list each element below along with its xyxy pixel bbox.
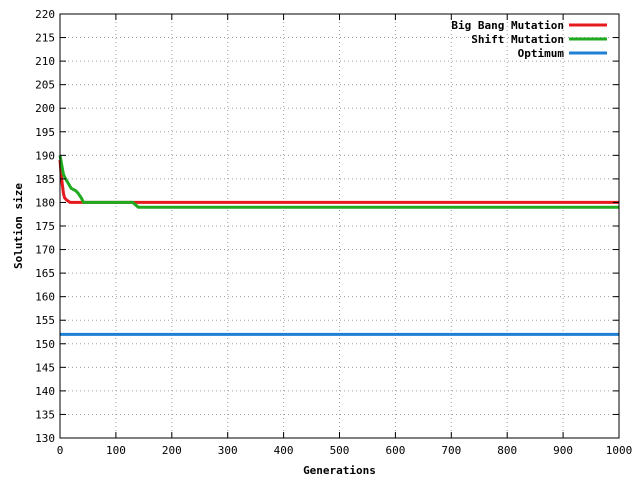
y-tick-label: 140 xyxy=(35,385,55,398)
series-line-shift-mutation xyxy=(58,155,619,209)
legend-label: Shift Mutation xyxy=(471,33,564,46)
y-tick-label: 220 xyxy=(35,8,55,21)
y-tick-label: 195 xyxy=(35,126,55,139)
x-tick-label: 600 xyxy=(385,444,405,457)
axis-ticks: 0 100 200 300 400 500 600 700 800 900 1000 130 135 14… xyxy=(35,8,632,457)
series-lines xyxy=(58,155,619,336)
y-tick-label: 185 xyxy=(35,173,55,186)
y-tick-label: 215 xyxy=(35,32,55,45)
x-tick-label: 1000 xyxy=(606,444,633,457)
y-tick-label: 165 xyxy=(35,267,55,280)
y-tick-label: 210 xyxy=(35,55,55,68)
x-tick-label: 100 xyxy=(106,444,126,457)
y-tick-label: 200 xyxy=(35,102,55,115)
y-tick-label: 170 xyxy=(35,244,55,257)
x-tick-label: 900 xyxy=(553,444,573,457)
grid-lines xyxy=(60,14,619,438)
legend-label: Big Bang Mutation xyxy=(451,19,564,32)
x-tick-label: 800 xyxy=(497,444,517,457)
y-axis-label: Solution size xyxy=(12,183,25,269)
x-tick-label: 700 xyxy=(441,444,461,457)
y-tick-label: 190 xyxy=(35,149,55,162)
x-tick-label: 0 xyxy=(57,444,64,457)
y-tick-label: 130 xyxy=(35,432,55,445)
y-tick-label: 135 xyxy=(35,408,55,421)
x-axis-label: Generations xyxy=(303,464,376,477)
y-tick-label: 150 xyxy=(35,338,55,351)
x-tick-label: 400 xyxy=(274,444,294,457)
y-tick-label: 175 xyxy=(35,220,55,233)
x-tick-label: 200 xyxy=(162,444,182,457)
y-tick-label: 145 xyxy=(35,361,55,374)
legend-label: Optimum xyxy=(518,47,565,60)
y-tick-label: 160 xyxy=(35,291,55,304)
x-tick-label: 300 xyxy=(218,444,238,457)
y-tick-label: 155 xyxy=(35,314,55,327)
y-tick-label: 205 xyxy=(35,79,55,92)
x-tick-label: 500 xyxy=(330,444,350,457)
y-tick-label: 180 xyxy=(35,196,55,209)
